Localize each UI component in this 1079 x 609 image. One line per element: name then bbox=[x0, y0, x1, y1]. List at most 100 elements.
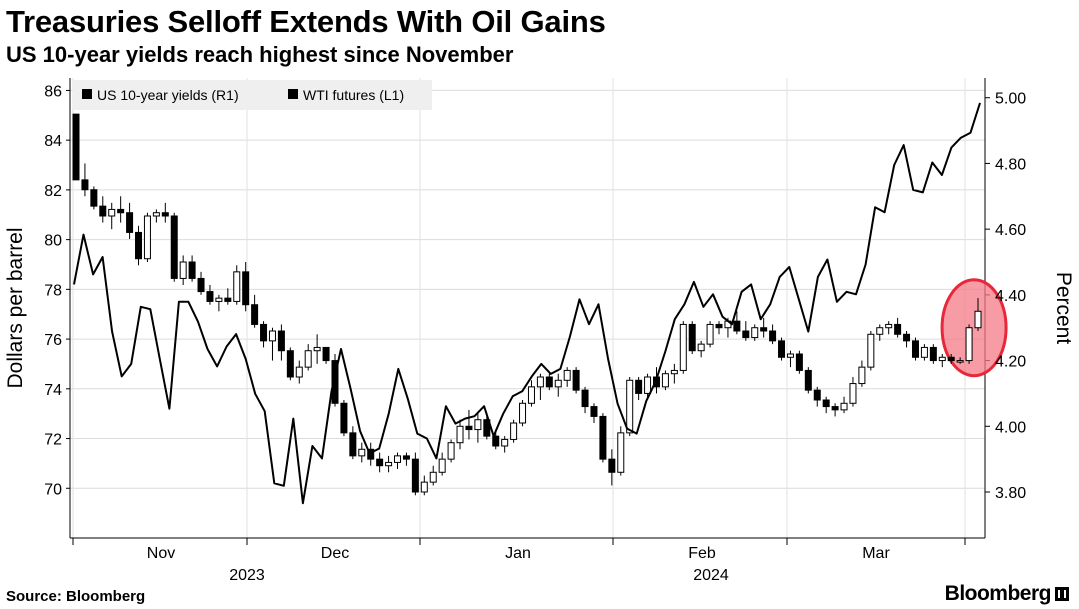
page-title: Treasuries Selloff Extends With Oil Gain… bbox=[6, 4, 606, 39]
candle-body bbox=[554, 379, 562, 388]
candle-body bbox=[599, 415, 607, 460]
candle-body bbox=[99, 205, 107, 217]
legend-label: WTI futures (L1) bbox=[303, 87, 404, 103]
yield-candle bbox=[688, 321, 696, 354]
yield-candle bbox=[251, 294, 259, 328]
candle-body bbox=[206, 291, 214, 302]
tick-label-right: 3.80 bbox=[995, 485, 1026, 502]
yield-candle bbox=[554, 373, 562, 397]
yield-candle bbox=[268, 327, 276, 361]
candle-body bbox=[903, 333, 911, 342]
candle-body bbox=[224, 297, 232, 302]
candle-body bbox=[81, 179, 89, 191]
legend-label: US 10-year yields (R1) bbox=[97, 87, 239, 103]
yield-candle bbox=[367, 442, 375, 466]
yield-candle bbox=[965, 324, 973, 364]
tick-label-right: 4.00 bbox=[995, 419, 1026, 436]
yield-candle bbox=[617, 426, 625, 476]
candle-body bbox=[938, 356, 946, 362]
candle-body bbox=[894, 323, 902, 335]
yield-candle bbox=[635, 377, 643, 400]
candle-body bbox=[304, 350, 312, 368]
yield-candle bbox=[590, 403, 598, 423]
candle-body bbox=[501, 438, 509, 447]
month-label: Feb bbox=[688, 545, 716, 562]
candle-body bbox=[170, 215, 178, 279]
yield-candle bbox=[715, 321, 723, 335]
legend-swatch bbox=[82, 89, 92, 99]
candle-body bbox=[411, 458, 419, 493]
candle-body bbox=[331, 360, 339, 404]
yield-candle bbox=[161, 202, 169, 223]
candle-body bbox=[885, 323, 893, 329]
candle-body bbox=[313, 346, 321, 352]
yield-candle bbox=[858, 360, 866, 387]
bloomberg-mark-icon bbox=[1055, 587, 1069, 601]
yield-candle bbox=[867, 331, 875, 371]
tick-label-left: 86 bbox=[44, 83, 62, 100]
y-axis-left-title: Dollars per barrel bbox=[4, 227, 27, 388]
tick-label-left: 82 bbox=[44, 183, 62, 200]
yield-candle bbox=[563, 367, 571, 387]
candle-body bbox=[108, 208, 116, 217]
candle-body bbox=[510, 422, 518, 440]
tick-label-left: 76 bbox=[44, 332, 62, 349]
yield-candle bbox=[135, 225, 143, 266]
yield-candle bbox=[822, 396, 830, 414]
yield-candle bbox=[519, 400, 527, 427]
yield-candle bbox=[349, 426, 357, 460]
candle-body bbox=[474, 419, 482, 431]
bloomberg-logo: Bloomberg bbox=[945, 582, 1069, 606]
candle-body bbox=[117, 208, 125, 214]
yield-candle bbox=[670, 363, 678, 384]
yield-candle bbox=[358, 442, 366, 463]
gridlines bbox=[70, 78, 985, 538]
candle-body bbox=[179, 261, 187, 279]
tick-label-left: 84 bbox=[44, 133, 62, 150]
yield-candle bbox=[572, 367, 580, 394]
candle-body bbox=[233, 271, 241, 302]
yield-candle bbox=[644, 373, 652, 400]
candle-body bbox=[831, 406, 839, 411]
candle-body bbox=[376, 458, 384, 467]
candle-body bbox=[215, 297, 223, 302]
tick-label-left: 70 bbox=[44, 481, 62, 498]
tick-label-right: 4.60 bbox=[995, 222, 1026, 239]
yield-candle bbox=[786, 350, 794, 368]
legend-box bbox=[73, 80, 432, 110]
candle-body bbox=[268, 330, 276, 342]
candle-body bbox=[126, 212, 134, 233]
yield-candle bbox=[661, 370, 669, 391]
yield-candle bbox=[599, 413, 607, 463]
oil-line-layer bbox=[73, 102, 981, 505]
candle-body bbox=[260, 323, 268, 342]
yield-candle bbox=[376, 452, 384, 473]
page-subtitle: US 10-year yields reach highest since No… bbox=[6, 42, 514, 67]
yield-candle bbox=[340, 400, 348, 437]
candle-body bbox=[251, 304, 259, 325]
yield-candle bbox=[626, 377, 634, 437]
candle-body bbox=[420, 481, 428, 493]
candle-body bbox=[733, 320, 741, 332]
yield-candle bbox=[527, 380, 535, 407]
month-label: Dec bbox=[321, 545, 349, 562]
year-label: 2024 bbox=[693, 567, 729, 584]
legend-swatch bbox=[288, 89, 298, 99]
yield-candle bbox=[956, 357, 964, 364]
brand-name: Bloomberg bbox=[944, 582, 1052, 605]
yield-candle bbox=[206, 285, 214, 305]
candle-body bbox=[920, 346, 928, 358]
yield-candle bbox=[778, 337, 786, 361]
candle-body bbox=[617, 432, 625, 473]
candle-body bbox=[778, 340, 786, 358]
candle-body bbox=[322, 346, 330, 362]
yield-candle bbox=[697, 340, 705, 358]
yield-candle bbox=[795, 350, 803, 374]
yield-candle bbox=[608, 449, 616, 486]
month-label: Nov bbox=[147, 545, 175, 562]
yield-candle bbox=[501, 436, 509, 453]
yield-candle bbox=[170, 212, 178, 282]
candle-body bbox=[965, 327, 973, 362]
yield-candle bbox=[197, 271, 205, 295]
